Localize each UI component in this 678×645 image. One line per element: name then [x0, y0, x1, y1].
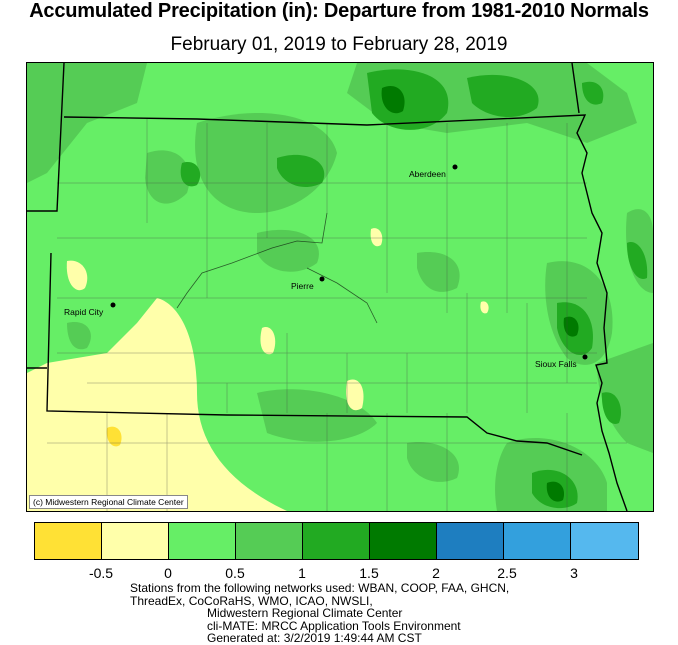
legend-tick-label: 2.5	[497, 565, 517, 581]
footer-credits: Stations from the following networks use…	[0, 582, 678, 645]
legend-swatch-7	[437, 523, 504, 559]
missouri-river	[176, 212, 328, 309]
legend-tick-label: 1.5	[359, 565, 379, 581]
legend-swatch-6	[370, 523, 437, 559]
darkest-green-zones	[381, 85, 579, 502]
legend-tick-label: 2	[432, 565, 440, 581]
dark-green-zones	[180, 69, 648, 509]
county-lines	[47, 118, 627, 511]
map-title: Accumulated Precipitation (in): Departur…	[29, 0, 649, 22]
legend-bar	[34, 522, 639, 560]
map-credit: (c) Midwestern Regional Climate Center	[29, 495, 188, 509]
footer-line-networks: Stations from the following networks use…	[130, 581, 510, 595]
legend-ticks: -0.5 0 0.5 1 1.5 2 2.5 3	[0, 565, 678, 583]
much-below-normal-zone	[106, 426, 122, 447]
legend-tick-label: 1	[298, 565, 306, 581]
aberdeen-marker	[452, 164, 458, 170]
city-label-sioux-falls: Sioux Falls	[535, 359, 577, 369]
pierre-marker	[319, 276, 325, 282]
below-normal-zones	[27, 228, 489, 511]
city-markers: Aberdeen Pierre Rapid City Sioux Falls	[64, 164, 588, 369]
legend-swatch-9	[571, 523, 638, 559]
rapid-city-marker	[110, 302, 116, 308]
precipitation-map: Aberdeen Pierre Rapid City Sioux Falls (…	[26, 62, 654, 512]
legend-swatch-4	[236, 523, 303, 559]
legend-swatch-5	[303, 523, 370, 559]
river-segment	[306, 267, 378, 324]
state-boundaries	[27, 63, 628, 511]
map-subtitle: February 01, 2019 to February 28, 2019	[170, 34, 508, 55]
city-label-rapid-city: Rapid City	[64, 307, 104, 317]
legend-tick-label: 0.5	[225, 565, 245, 581]
legend-tick-label: -0.5	[88, 565, 114, 581]
sioux-falls-marker	[582, 354, 588, 360]
map-canvas: Aberdeen Pierre Rapid City Sioux Falls	[27, 63, 653, 511]
footer-line-mrcc: Midwestern Regional Climate Center	[207, 606, 403, 620]
city-label-aberdeen: Aberdeen	[409, 169, 446, 179]
legend-swatch-1	[35, 523, 102, 559]
legend-tick-label: 0	[164, 565, 172, 581]
legend-swatch-3	[169, 523, 236, 559]
legend-tick-label: 3	[570, 565, 578, 581]
legend-swatch-2	[102, 523, 169, 559]
legend-swatch-8	[504, 523, 571, 559]
footer-line-networks-cont: ThreadEx, CoCoRaHS, WMO, ICAO, NWSLI,	[130, 593, 373, 608]
footer-line-climate: cli-MATE: MRCC Application Tools Environ…	[207, 618, 461, 633]
footer-line-generated: Generated at: 3/2/2019 1:49:44 AM CST	[207, 631, 422, 645]
city-label-pierre: Pierre	[291, 281, 314, 291]
